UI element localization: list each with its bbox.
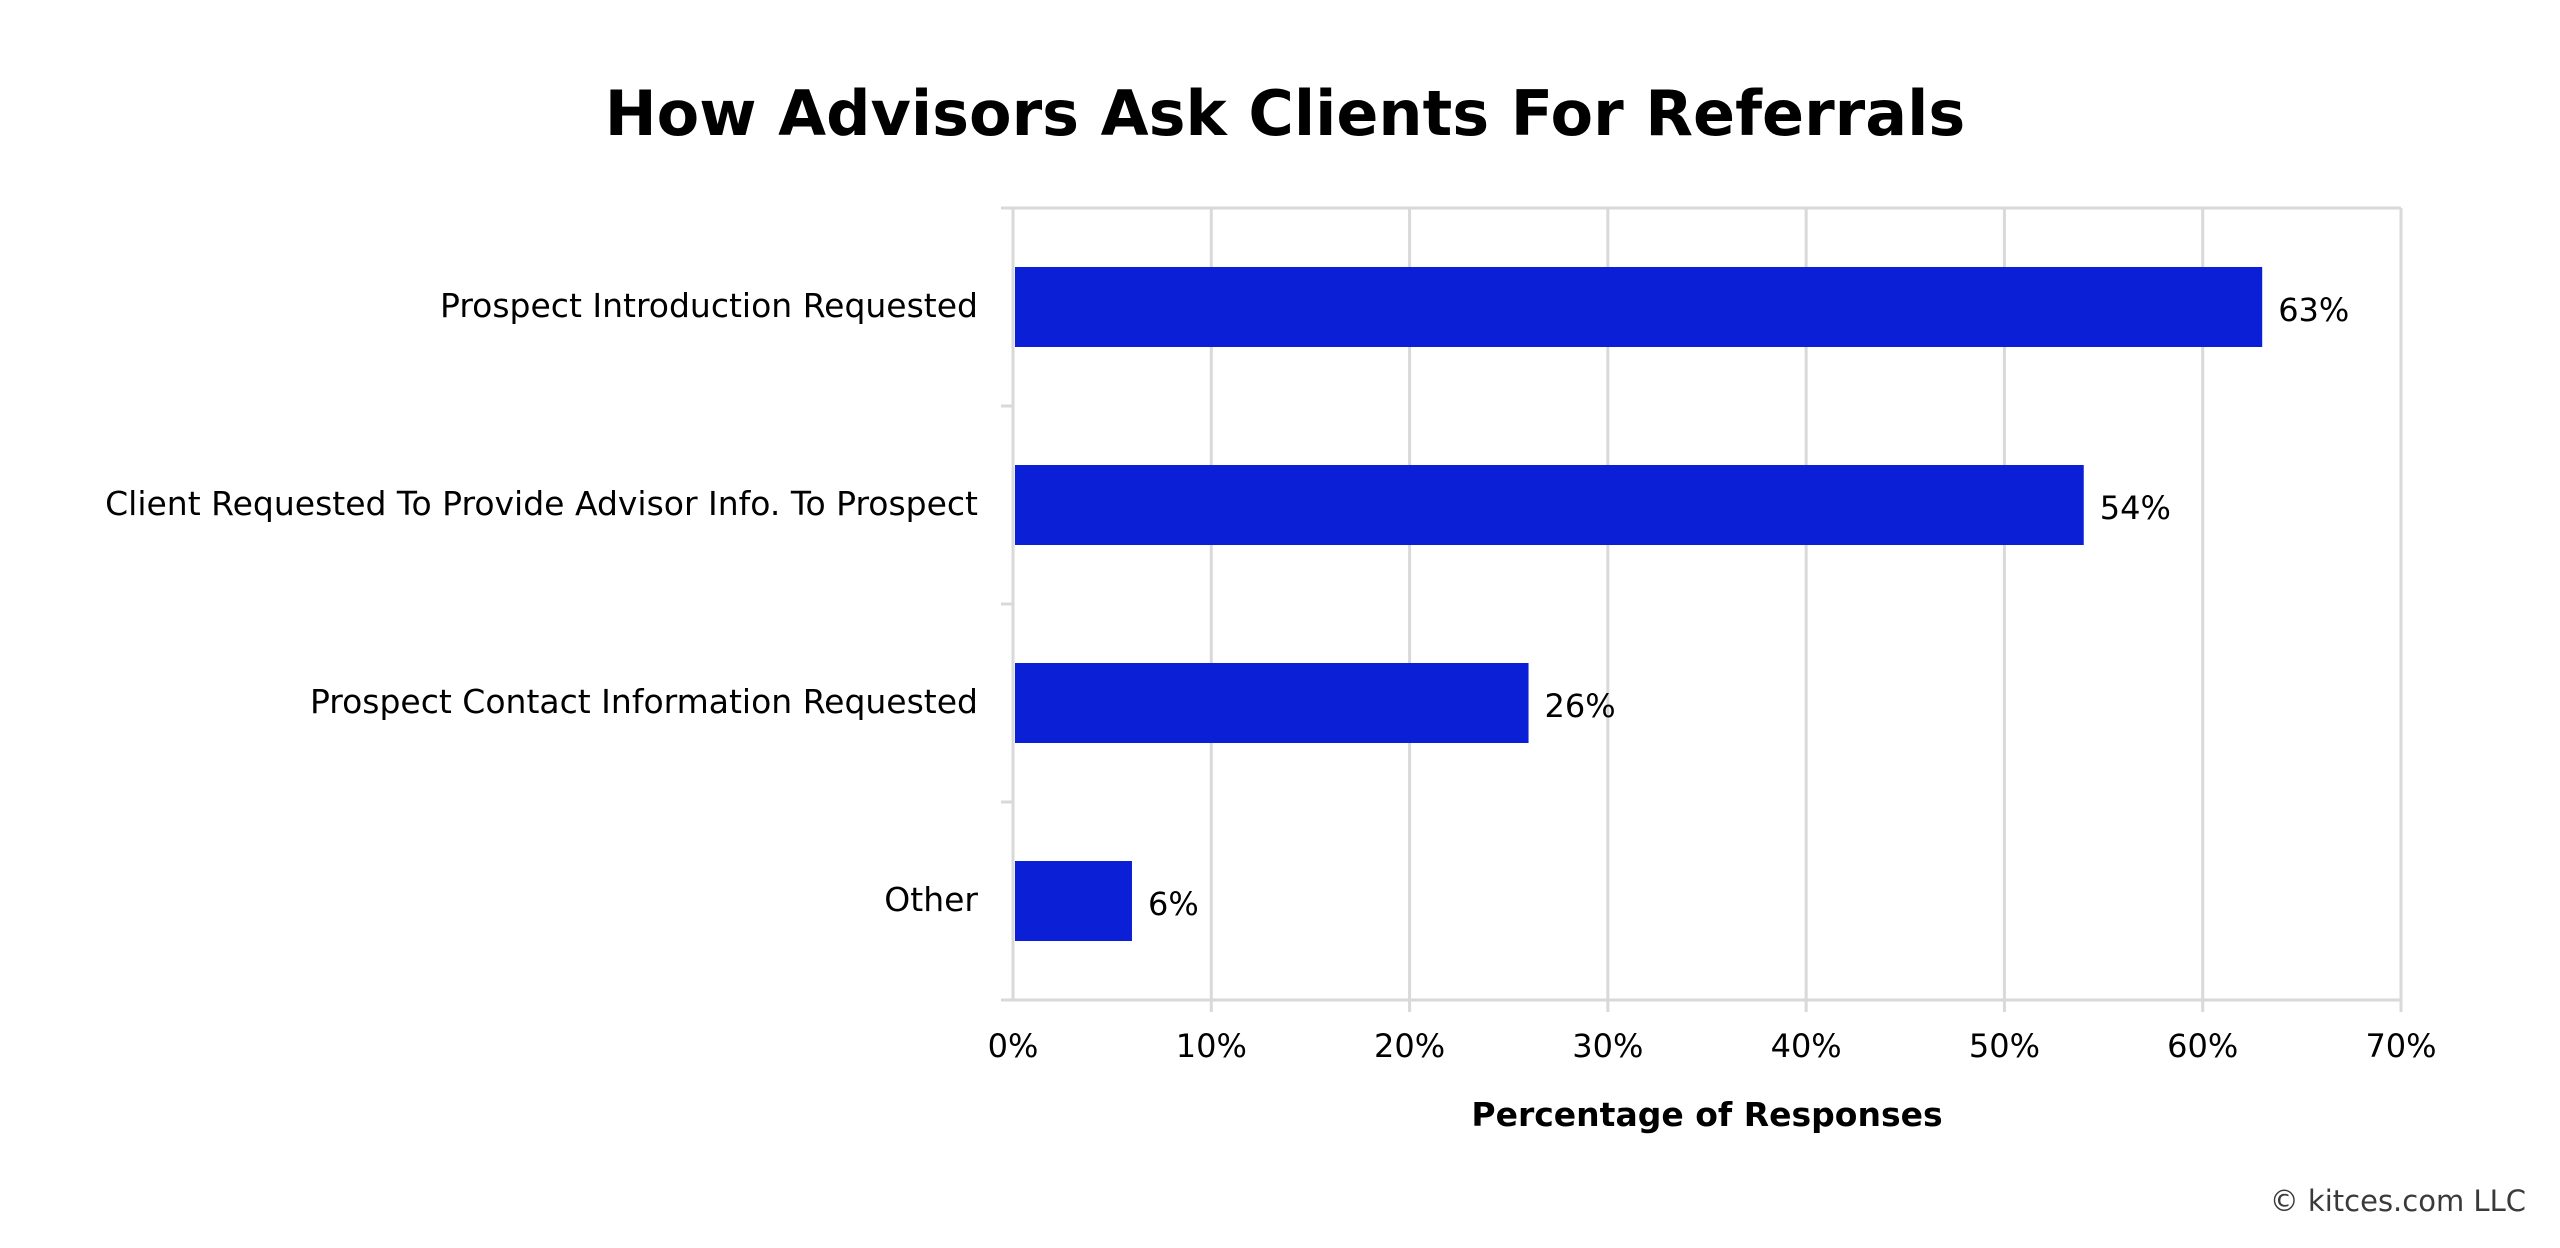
bar-value-label: 63% bbox=[2278, 291, 2349, 329]
x-tick-label: 40% bbox=[1771, 1027, 1842, 1065]
x-tick-label: 70% bbox=[2365, 1027, 2436, 1065]
x-tick-label: 20% bbox=[1374, 1027, 1445, 1065]
bar bbox=[1015, 465, 2084, 545]
bar bbox=[1015, 663, 1529, 743]
x-tick-label: 60% bbox=[2167, 1027, 2238, 1065]
x-axis-title: Percentage of Responses bbox=[1471, 1095, 1942, 1134]
bars: 63% 54% 26% 6% bbox=[1015, 267, 2349, 941]
bar-value-label: 26% bbox=[1545, 687, 1616, 725]
category-label: Client Requested To Provide Advisor Info… bbox=[105, 484, 978, 523]
category-labels: Prospect Introduction Requested Client Re… bbox=[105, 286, 978, 919]
bar bbox=[1015, 267, 2263, 347]
bar-value-label: 54% bbox=[2100, 489, 2171, 527]
bar bbox=[1015, 861, 1132, 941]
x-tick-label: 0% bbox=[988, 1027, 1039, 1065]
category-label: Other bbox=[884, 880, 978, 919]
bar-value-label: 6% bbox=[1148, 885, 1199, 923]
x-tick-label: 50% bbox=[1969, 1027, 2040, 1065]
category-label: Prospect Contact Information Requested bbox=[310, 682, 978, 721]
x-tick-label: 30% bbox=[1572, 1027, 1643, 1065]
copyright-credit: © kitces.com LLC bbox=[2269, 1184, 2526, 1218]
category-label: Prospect Introduction Requested bbox=[440, 286, 978, 325]
x-tick-labels: 0% 10% 20% 30% 40% 50% 60% 70% bbox=[988, 1027, 2437, 1065]
x-tick-label: 10% bbox=[1176, 1027, 1247, 1065]
chart-title: How Advisors Ask Clients For Referrals bbox=[605, 77, 1966, 150]
